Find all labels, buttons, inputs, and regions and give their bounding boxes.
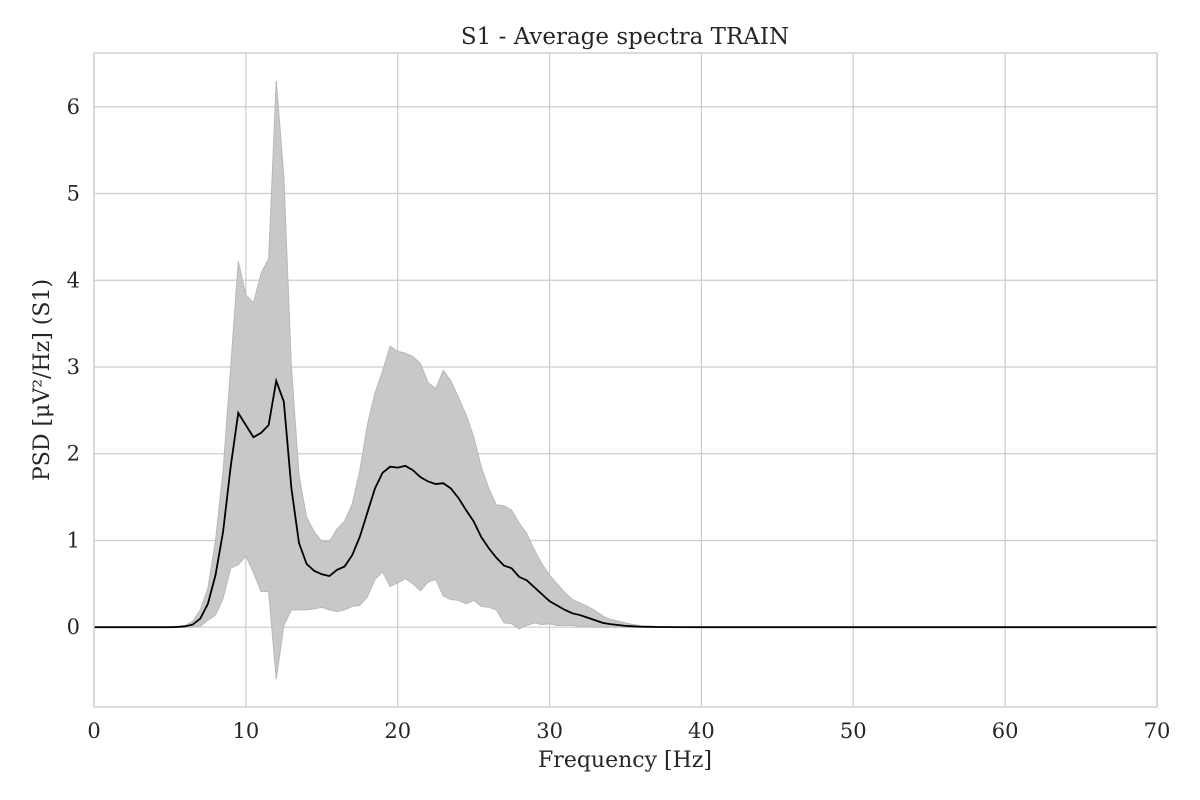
x-tick-label: 0 xyxy=(87,719,100,743)
y-tick-label: 6 xyxy=(67,95,80,119)
x-tick-label: 40 xyxy=(688,719,715,743)
y-tick-label: 1 xyxy=(67,528,80,552)
y-tick-label: 2 xyxy=(67,442,80,466)
y-axis-ticks: 0 1 2 3 4 5 6 xyxy=(67,95,80,639)
x-tick-label: 60 xyxy=(992,719,1019,743)
y-axis-label: PSD [μV²/Hz] (S1) xyxy=(30,279,55,481)
std-band-area xyxy=(94,80,1157,680)
plot-frame xyxy=(93,52,1158,708)
x-tick-label: 20 xyxy=(384,719,411,743)
mean-psd-line xyxy=(94,377,1157,629)
x-tick-label: 10 xyxy=(232,719,259,743)
x-tick-label: 30 xyxy=(536,719,563,743)
y-tick-label: 5 xyxy=(67,182,80,206)
x-axis-ticks: 0 10 20 30 40 50 60 70 xyxy=(87,719,1170,743)
y-tick-label: 0 xyxy=(67,615,80,639)
x-tick-label: 50 xyxy=(840,719,867,743)
chart-title: S1 - Average spectra TRAIN xyxy=(461,24,789,50)
x-axis-label: Frequency [Hz] xyxy=(538,748,712,773)
y-tick-label: 4 xyxy=(67,268,80,292)
y-tick-label: 3 xyxy=(67,355,80,379)
x-tick-label: 70 xyxy=(1144,719,1171,743)
